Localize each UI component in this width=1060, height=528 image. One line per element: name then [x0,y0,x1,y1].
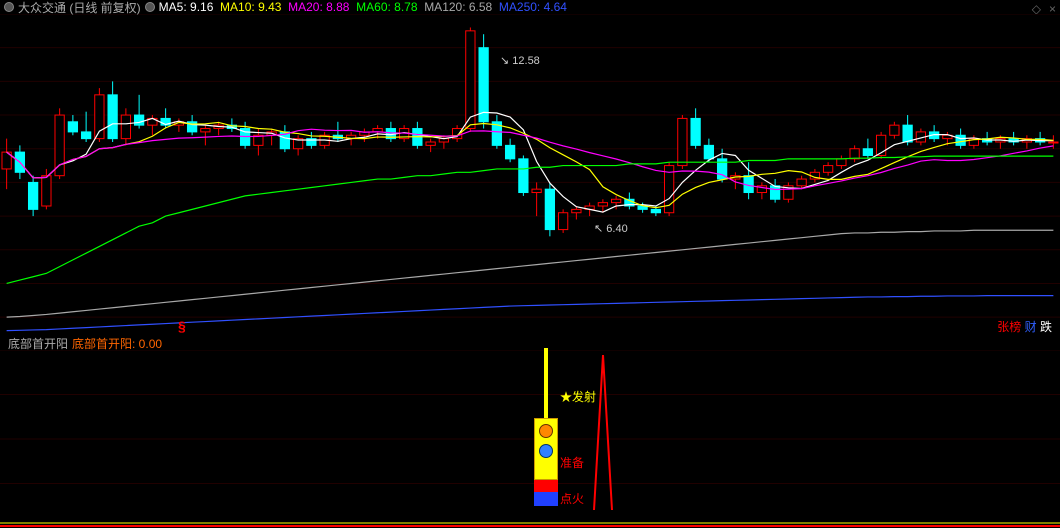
low-price-annotation: ↖ 6.40 [594,222,628,235]
ma-legend-item: MA10: 9.43 [220,0,288,14]
sub-value: 底部首开阳: 0.00 [72,335,162,352]
high-price-annotation: ↘ 12.58 [500,54,540,67]
settings-icon[interactable] [145,2,155,12]
sub-title: 底部首开阳 [8,335,68,352]
signal-label: 准备 [560,454,584,471]
sub-header: 底部首开阳 底部首开阳: 0.00 [0,336,1060,350]
ma-legend-item: MA60: 8.78 [356,0,424,14]
mid-right-labels: 张榜 财 跌 [997,318,1052,335]
signal-rocket [532,348,560,508]
ma-legend: MA5: 9.16 MA10: 9.43 MA20: 8.88 MA60: 8.… [159,0,574,14]
ma-legend-item: MA250: 4.64 [499,0,574,14]
sub-indicator-chart[interactable] [0,350,1060,528]
ma-legend-item: MA120: 6.58 [424,0,499,14]
ma-legend-item: MA20: 8.88 [288,0,356,14]
section-marker: § [178,318,186,334]
signal-label: 点火 [560,490,584,507]
ma-legend-item: MA5: 9.16 [159,0,220,14]
collapse-icon[interactable] [4,2,14,12]
signal-label: ★发射 [560,388,596,405]
stock-title: 大众交通 (日线 前复权) [18,0,141,16]
mid-strip: § 张榜 财 跌 [0,316,1060,336]
main-header: 大众交通 (日线 前复权) MA5: 9.16 MA10: 9.43 MA20:… [0,0,1060,14]
